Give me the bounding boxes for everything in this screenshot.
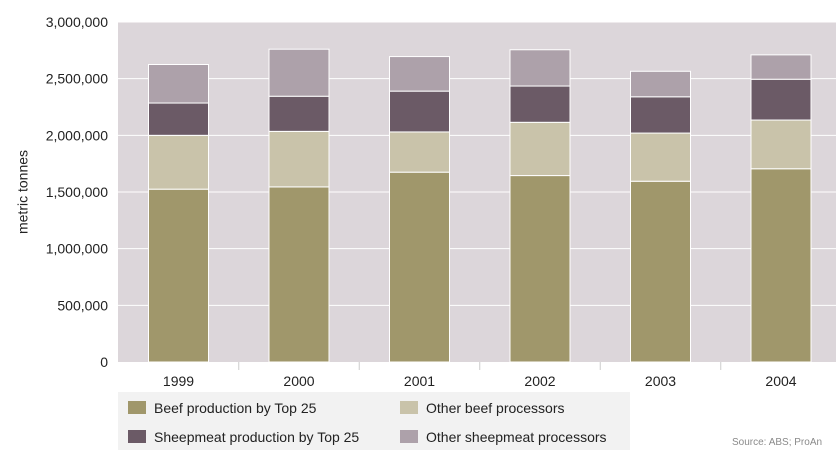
bars bbox=[148, 48, 812, 363]
x-tick-label: 1999 bbox=[163, 373, 194, 389]
bar-segment bbox=[750, 78, 812, 121]
bar-segment bbox=[509, 175, 571, 363]
bar-segment bbox=[630, 180, 691, 363]
x-axis-ticks: 1999 2000 2001 2002 2003 2004 bbox=[163, 362, 797, 389]
y-tick-label: 2,500,000 bbox=[46, 71, 108, 87]
bar-segment bbox=[509, 49, 571, 87]
legend-label: Other beef processors bbox=[426, 400, 565, 416]
bar-segment bbox=[148, 102, 209, 136]
bar-segment bbox=[630, 132, 691, 182]
bar-segment bbox=[268, 130, 330, 188]
bar-segment bbox=[148, 188, 209, 363]
legend-swatch bbox=[400, 430, 418, 443]
grid-lines bbox=[118, 21, 836, 306]
legend-label: Beef production by Top 25 bbox=[154, 400, 317, 416]
bar-segment bbox=[389, 90, 450, 133]
y-axis-title: metric tonnes bbox=[15, 150, 31, 234]
y-tick-label: 0 bbox=[100, 354, 108, 370]
source-note: Source: ABS; ProAn bbox=[732, 437, 822, 448]
y-tick-label: 2,000,000 bbox=[46, 127, 108, 143]
bar-segment bbox=[389, 131, 450, 173]
y-tick-label: 500,000 bbox=[57, 297, 108, 313]
bar-segment bbox=[630, 96, 691, 134]
bar-segment bbox=[148, 64, 209, 104]
x-tick-label: 2000 bbox=[283, 373, 314, 389]
bar-segment bbox=[630, 70, 691, 98]
bar-segment bbox=[750, 168, 812, 363]
bar-segment bbox=[750, 54, 812, 80]
bar-segment bbox=[389, 56, 450, 92]
x-tick-label: 2003 bbox=[645, 373, 676, 389]
y-tick-label: 3,000,000 bbox=[46, 14, 108, 30]
y-tick-label: 1,500,000 bbox=[46, 184, 108, 200]
x-tick-label: 2001 bbox=[404, 373, 435, 389]
y-tick-label: 1,000,000 bbox=[46, 241, 108, 257]
legend: Beef production by Top 25 Other beef proc… bbox=[128, 400, 607, 445]
bar-segment bbox=[389, 171, 450, 363]
x-tick-label: 2004 bbox=[765, 373, 796, 389]
legend-swatch bbox=[128, 401, 146, 414]
bar-segment bbox=[148, 134, 209, 190]
y-axis-ticks: 0 500,000 1,000,000 1,500,000 2,000,000 2,500… bbox=[46, 14, 109, 370]
x-tick-label: 2002 bbox=[524, 373, 555, 389]
bar-segment bbox=[750, 119, 812, 170]
legend-swatch bbox=[128, 430, 146, 443]
legend-label: Sheepmeat production by Top 25 bbox=[154, 429, 359, 445]
legend-background bbox=[118, 392, 630, 450]
legend-label: Other sheepmeat processors bbox=[426, 429, 607, 445]
bar-segment bbox=[268, 186, 330, 363]
bar-segment bbox=[268, 48, 330, 97]
bar-segment bbox=[268, 95, 330, 132]
bar-segment bbox=[509, 85, 571, 123]
legend-swatch bbox=[400, 401, 418, 414]
bar-segment bbox=[509, 121, 571, 177]
